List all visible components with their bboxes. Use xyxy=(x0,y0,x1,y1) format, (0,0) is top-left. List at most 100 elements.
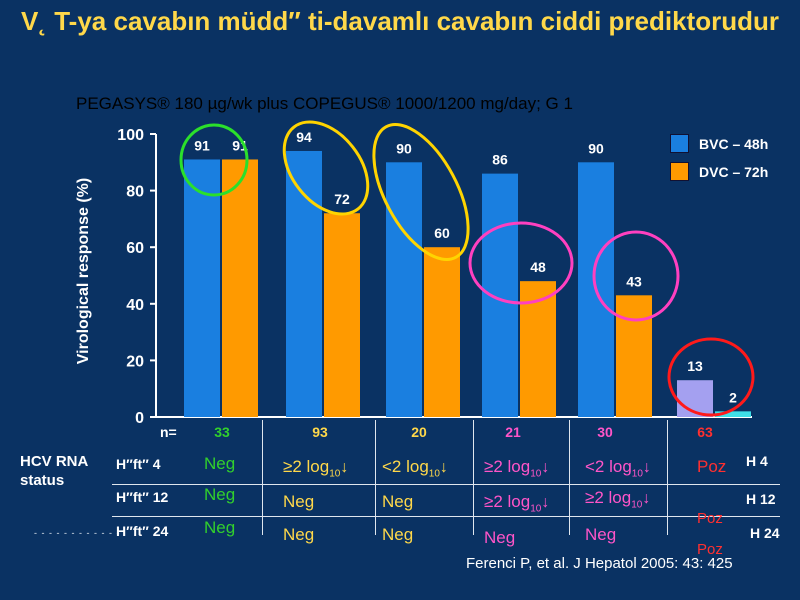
legend-item-dvc: DVC – 72h xyxy=(670,162,768,181)
legend-label-dvc: DVC – 72h xyxy=(699,163,769,180)
table-divider xyxy=(569,420,570,535)
data-label-dvc: 2 xyxy=(729,389,737,405)
y-tick-label: 60 xyxy=(126,240,144,257)
highlight-circle xyxy=(667,337,755,417)
y-tick-label: 20 xyxy=(126,353,144,370)
cell-c5-r1-text: <2 log xyxy=(585,457,632,476)
cell-c5-r3: Neg xyxy=(585,525,617,544)
down-arrow-icon: ↓ xyxy=(541,459,550,476)
data-label-dvc: 48 xyxy=(530,259,546,275)
table-divider xyxy=(375,420,376,535)
cell-c3-r3: Neg xyxy=(382,525,414,544)
data-label-dvc: 43 xyxy=(626,273,642,289)
cell-c1-r3: Neg xyxy=(204,518,236,537)
cell-c5-r2-text: ≥2 log xyxy=(585,488,632,507)
cell-c2-r1-text: ≥2 log xyxy=(283,457,330,476)
cell-c4-r2-sub: 10 xyxy=(530,503,542,515)
data-label-bvc: 13 xyxy=(687,358,703,374)
bar-bvc xyxy=(386,162,422,417)
highlight-circle xyxy=(468,221,574,305)
bar-dvc xyxy=(222,159,258,417)
n-value-3: 20 xyxy=(411,424,427,440)
cell-c2-r1-sub: 10 xyxy=(329,468,341,480)
cell-c1-r1: Neg xyxy=(204,454,236,473)
down-arrow-icon: ↓ xyxy=(642,459,651,476)
y-tick-label: 0 xyxy=(135,410,144,427)
cell-c4-r2: ≥2 log10↓ xyxy=(484,492,549,514)
data-label-bvc: 90 xyxy=(396,140,412,156)
data-label-bvc: 86 xyxy=(492,152,508,168)
cell-c5-r1-sub: 10 xyxy=(631,468,643,480)
bar-dvc xyxy=(715,411,751,417)
cell-c3-r1-sub: 10 xyxy=(428,468,440,480)
cell-c2-r3: Neg xyxy=(283,525,315,544)
cell-c6-r2: Poz xyxy=(697,510,723,527)
y-tick-label: 100 xyxy=(117,127,144,144)
down-arrow-icon: ↓ xyxy=(340,459,349,476)
cell-c4-r2-text: ≥2 log xyxy=(484,492,531,511)
cell-c6-r1: Poz xyxy=(697,457,727,476)
cell-c5-r2-sub: 10 xyxy=(631,499,643,511)
cell-c5-r2: ≥2 log10↓ xyxy=(585,488,650,510)
table-divider xyxy=(473,420,474,535)
cell-c5-r1: <2 log10↓ xyxy=(585,457,651,479)
h-label-4: H 4 xyxy=(746,453,768,469)
legend-item-bvc: BVC – 48h xyxy=(670,134,768,153)
legend-label-bvc: BVC – 48h xyxy=(699,135,769,152)
cell-c6-r3: Poz xyxy=(697,541,723,558)
legend-swatch-dvc xyxy=(670,162,689,181)
h-label-24: H 24 xyxy=(750,525,780,541)
bar-dvc xyxy=(324,213,360,417)
hcv-rna-status-label: HCV RNA status xyxy=(20,452,88,490)
down-arrow-icon: ↓ xyxy=(439,459,448,476)
status-label-line-1: HCV RNA xyxy=(20,453,89,470)
y-axis-label: Virological response (%) xyxy=(75,177,92,365)
table-divider xyxy=(112,484,780,485)
cell-c4-r1-sub: 10 xyxy=(530,468,542,480)
week-label-24: H″ft″ 24 xyxy=(116,523,169,539)
status-label-line-2: status xyxy=(20,472,65,489)
bar-bvc xyxy=(184,159,220,417)
slide-title: V˛ T-ya cavabın müdd″ ti-davamlı cavabın… xyxy=(21,6,779,36)
down-arrow-icon: ↓ xyxy=(541,494,550,511)
bar-bvc xyxy=(482,173,518,417)
bar-bvc xyxy=(286,150,322,418)
cell-c4-r1-text: ≥2 log xyxy=(484,457,531,476)
n-value-1: 33 xyxy=(214,424,230,440)
data-label-bvc: 94 xyxy=(296,129,312,145)
chart-bars xyxy=(184,150,751,418)
h-label-12: H 12 xyxy=(746,491,776,507)
y-tick-label: 40 xyxy=(126,297,144,314)
regimen-subtitle: PEGASYS® 180 µg/wk plus COPEGUS® 1000/12… xyxy=(76,94,573,113)
legend-swatch-bvc xyxy=(670,134,689,153)
down-arrow-icon: ↓ xyxy=(642,490,651,507)
n-value-5: 30 xyxy=(597,424,613,440)
citation: Ferenci P, et al. J Hepatol 2005: 43: 42… xyxy=(466,555,733,572)
y-tick-label: 80 xyxy=(126,184,144,201)
week-label-4: H″ft″ 4 xyxy=(116,456,161,472)
highlight-circle xyxy=(282,120,370,216)
bar-dvc xyxy=(424,247,460,417)
bar-dvc xyxy=(616,295,652,417)
cell-c1-r2: Neg xyxy=(204,485,236,504)
highlight-circle xyxy=(372,123,470,261)
cell-c2-r2: Neg xyxy=(283,492,315,511)
table-divider xyxy=(667,420,668,535)
cell-c3-r1-text: <2 log xyxy=(382,457,429,476)
data-label-bvc: 90 xyxy=(588,140,604,156)
n-value-2: 93 xyxy=(312,424,328,440)
n-label: n= xyxy=(160,424,177,440)
week-label-12: H″ft″ 12 xyxy=(116,489,169,505)
table-divider xyxy=(262,420,263,535)
cell-c4-r1: ≥2 log10↓ xyxy=(484,457,549,479)
data-label-dvc: 72 xyxy=(334,191,350,207)
data-label-dvc: 60 xyxy=(434,225,450,241)
cell-c3-r2: Neg xyxy=(382,492,414,511)
data-label-bvc: 91 xyxy=(194,137,210,153)
dashed-mark: - - - - - - - - - - - - xyxy=(34,528,121,538)
table-divider xyxy=(112,516,780,517)
highlight-circle xyxy=(179,123,249,197)
cell-c3-r1: <2 log10↓ xyxy=(382,457,448,479)
